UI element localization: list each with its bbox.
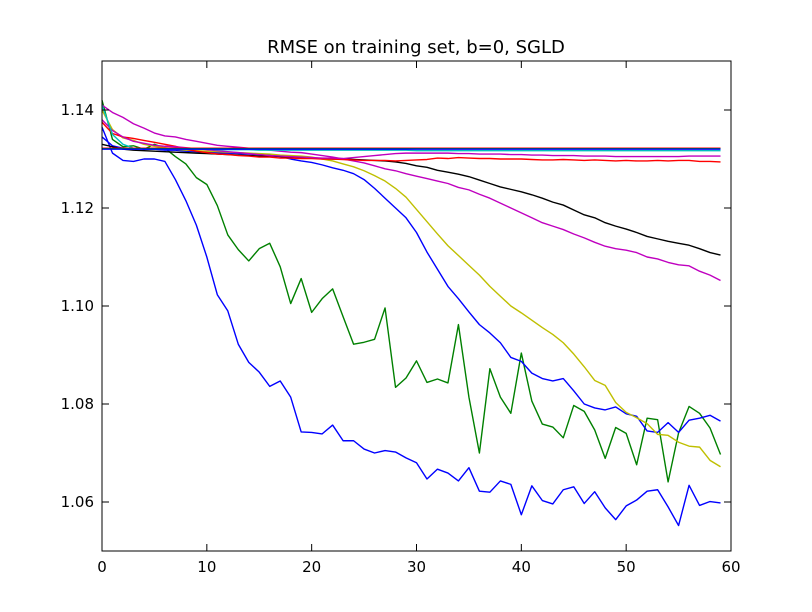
series-line-5 (101, 143, 721, 256)
x-tick-label: 30 (407, 558, 426, 576)
y-tick-label: 1.10 (61, 297, 94, 315)
x-tick-label: 40 (512, 558, 531, 576)
series-line-2 (101, 100, 722, 483)
x-tick-label: 10 (197, 558, 216, 576)
y-tick-label: 1.12 (61, 199, 94, 217)
y-tick-label: 1.14 (61, 101, 94, 119)
x-tick-label: 0 (97, 558, 107, 576)
x-tick-label: 60 (721, 558, 740, 576)
axis-ticks-group: 0 10 20 30 40 50 60 1.06 1.08 1.10 1.12 1.14 (61, 61, 741, 576)
series-line-4 (101, 109, 721, 468)
x-tick-label: 50 (617, 558, 636, 576)
chart-title: RMSE on training set, b=0, SGLD (267, 37, 565, 58)
y-tick-label: 1.08 (61, 395, 94, 413)
x-tick-label: 20 (302, 558, 321, 576)
series-line-1 (101, 126, 721, 527)
plot-series-group (101, 100, 722, 527)
series-line-6 (101, 104, 721, 282)
series-line-7 (101, 121, 721, 163)
y-tick-label: 1.06 (61, 493, 94, 511)
